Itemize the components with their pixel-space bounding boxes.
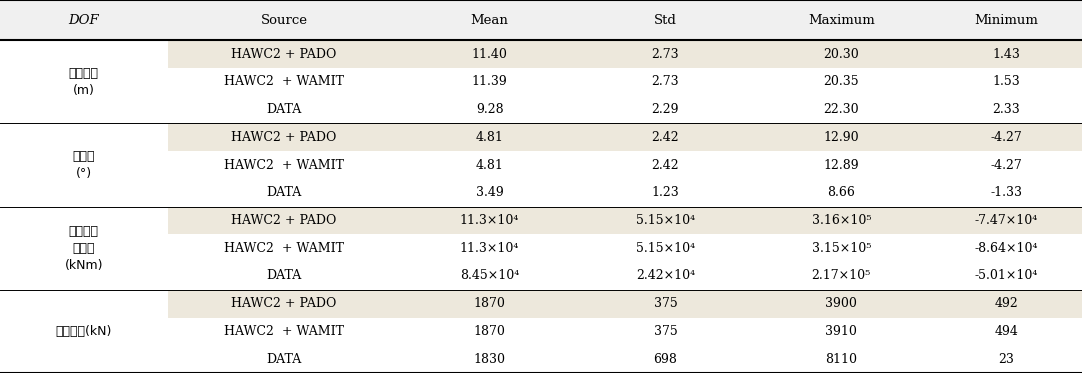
Text: HAWC2  + WAMIT: HAWC2 + WAMIT [224, 325, 344, 338]
Text: HAWC2  + WAMIT: HAWC2 + WAMIT [224, 75, 344, 88]
Text: 698: 698 [654, 352, 677, 366]
Text: DATA: DATA [266, 186, 302, 199]
Bar [0, 0, 1082, 40]
Text: 8110: 8110 [826, 352, 857, 366]
Text: 4.81: 4.81 [476, 131, 503, 144]
Bar [168, 96, 1082, 123]
Text: 23: 23 [999, 352, 1014, 366]
Text: 20.35: 20.35 [823, 75, 859, 88]
Text: 2.29: 2.29 [651, 103, 679, 116]
Text: -4.27: -4.27 [990, 159, 1022, 172]
Text: 타워하단
모멘트
(kNm): 타워하단 모멘트 (kNm) [65, 225, 103, 272]
Text: 11.3×10⁴: 11.3×10⁴ [460, 214, 519, 227]
Text: 2.42: 2.42 [651, 131, 679, 144]
Text: 3910: 3910 [826, 325, 857, 338]
Bar [168, 179, 1082, 207]
Text: HAWC2  + WAMIT: HAWC2 + WAMIT [224, 242, 344, 255]
Text: 12.90: 12.90 [823, 131, 859, 144]
Text: Mean: Mean [471, 14, 509, 26]
Text: 1.23: 1.23 [651, 186, 679, 199]
Text: 2.73: 2.73 [651, 48, 679, 61]
Text: DATA: DATA [266, 103, 302, 116]
Text: -1.33: -1.33 [990, 186, 1022, 199]
Text: HAWC2 + PADO: HAWC2 + PADO [232, 131, 337, 144]
Text: 1870: 1870 [474, 325, 505, 338]
Text: 3.16×10⁵: 3.16×10⁵ [812, 214, 871, 227]
Text: Std: Std [654, 14, 677, 26]
Text: 3.15×10⁵: 3.15×10⁵ [812, 242, 871, 255]
Text: 전후동요
(m): 전후동요 (m) [69, 67, 98, 97]
Text: 1.43: 1.43 [992, 48, 1020, 61]
Text: 3900: 3900 [826, 297, 857, 310]
Text: 계류장력(kN): 계류장력(kN) [55, 325, 113, 338]
Text: HAWC2 + PADO: HAWC2 + PADO [232, 297, 337, 310]
Text: 5.15×10⁴: 5.15×10⁴ [636, 242, 695, 255]
Text: 375: 375 [654, 325, 677, 338]
Text: 2.42: 2.42 [651, 159, 679, 172]
Text: 11.40: 11.40 [472, 48, 507, 61]
Text: 2.33: 2.33 [992, 103, 1020, 116]
Text: 5.15×10⁴: 5.15×10⁴ [636, 214, 695, 227]
Bar [168, 234, 1082, 262]
Bar [168, 345, 1082, 373]
Bar [168, 207, 1082, 234]
Text: Minimum: Minimum [974, 14, 1039, 26]
Text: HAWC2 + PADO: HAWC2 + PADO [232, 214, 337, 227]
Text: Maximum: Maximum [808, 14, 874, 26]
Text: Source: Source [261, 14, 307, 26]
Text: 종동요
(°): 종동요 (°) [72, 150, 95, 180]
Text: 12.89: 12.89 [823, 159, 859, 172]
Text: HAWC2 + PADO: HAWC2 + PADO [232, 48, 337, 61]
Text: 9.28: 9.28 [476, 103, 503, 116]
Text: DATA: DATA [266, 269, 302, 282]
Text: 8.66: 8.66 [828, 186, 855, 199]
Text: 11.39: 11.39 [472, 75, 507, 88]
Text: 8.45×10⁴: 8.45×10⁴ [460, 269, 519, 282]
Text: 20.30: 20.30 [823, 48, 859, 61]
Text: 2.42×10⁴: 2.42×10⁴ [636, 269, 695, 282]
Text: 4.81: 4.81 [476, 159, 503, 172]
Text: 2.73: 2.73 [651, 75, 679, 88]
Text: 11.3×10⁴: 11.3×10⁴ [460, 242, 519, 255]
Bar [168, 40, 1082, 68]
Text: 494: 494 [994, 325, 1018, 338]
Bar [168, 317, 1082, 345]
Bar [168, 151, 1082, 179]
Text: 2.17×10⁵: 2.17×10⁵ [812, 269, 871, 282]
Text: 375: 375 [654, 297, 677, 310]
Bar [168, 262, 1082, 290]
Text: HAWC2  + WAMIT: HAWC2 + WAMIT [224, 159, 344, 172]
Text: 22.30: 22.30 [823, 103, 859, 116]
Text: 1830: 1830 [474, 352, 505, 366]
Text: DOF: DOF [68, 14, 100, 26]
Text: 3.49: 3.49 [476, 186, 503, 199]
Text: -7.47×10⁴: -7.47×10⁴ [975, 214, 1038, 227]
Text: -5.01×10⁴: -5.01×10⁴ [975, 269, 1038, 282]
Text: -8.64×10⁴: -8.64×10⁴ [975, 242, 1038, 255]
Text: 1.53: 1.53 [992, 75, 1020, 88]
Text: 492: 492 [994, 297, 1018, 310]
Text: DATA: DATA [266, 352, 302, 366]
Bar [168, 290, 1082, 317]
Bar [168, 123, 1082, 151]
Bar [168, 68, 1082, 96]
Text: -4.27: -4.27 [990, 131, 1022, 144]
Text: 1870: 1870 [474, 297, 505, 310]
